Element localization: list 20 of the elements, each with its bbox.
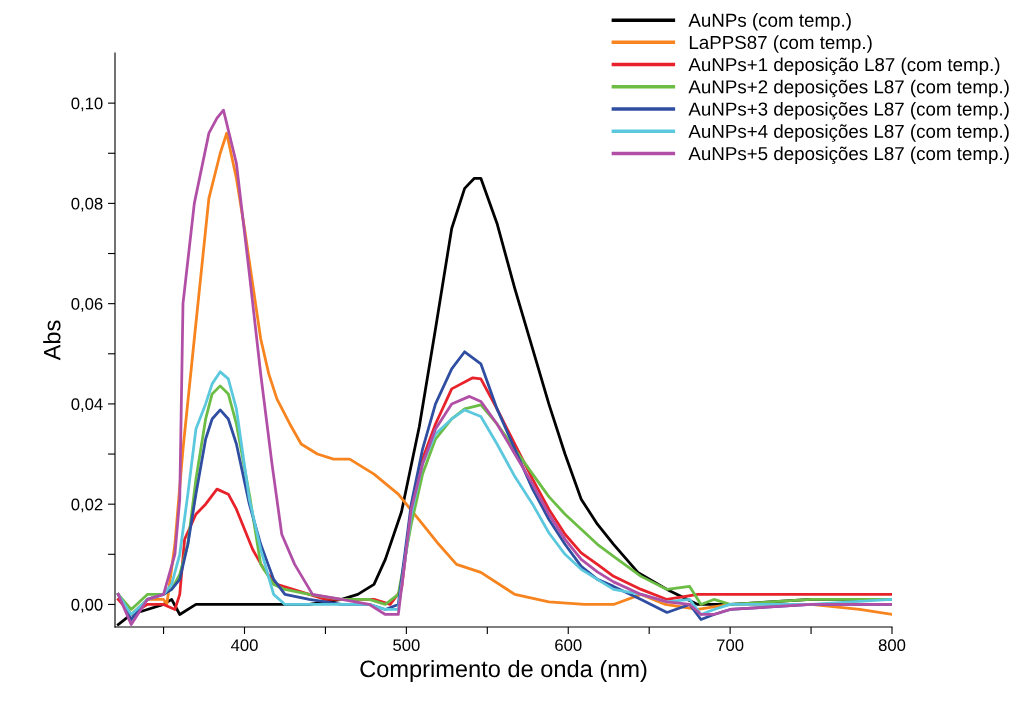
legend-label: AuNPs+4 deposições L87 (com temp.) [688, 124, 1009, 142]
x-tick-label: 600 [555, 639, 582, 652]
y-tick-label: 0,04 [71, 398, 103, 413]
legend-label: AuNPs (com temp.) [688, 13, 851, 31]
x-tick-label: 500 [393, 639, 420, 652]
y-tick-label: 0,08 [71, 197, 103, 212]
x-axis-title: Comprimento de onda (nm) [360, 659, 647, 682]
y-tick-label: 0,06 [71, 298, 103, 312]
y-axis-title: Abs [43, 320, 61, 361]
legend-label: AuNPs+5 deposições L87 (com temp.) [688, 146, 1009, 165]
y-tick-label: 0,00 [71, 598, 103, 613]
legend-label: AuNPs+3 deposições L87 (com temp.) [688, 101, 1009, 120]
y-tick-label: 0,02 [71, 498, 103, 513]
x-tick-label: 700 [717, 639, 744, 652]
y-tick-label: 0,10 [71, 97, 103, 112]
x-tick-label: 800 [878, 639, 906, 652]
legend-label: AuNPs+2 deposições L87 (com temp.) [688, 79, 1009, 98]
legend-label: LaPPS87 (com temp.) [689, 35, 872, 53]
legend-label: AuNPs+1 deposição L87 (com temp.) [688, 57, 1000, 76]
x-tick-label: 400 [230, 639, 258, 652]
